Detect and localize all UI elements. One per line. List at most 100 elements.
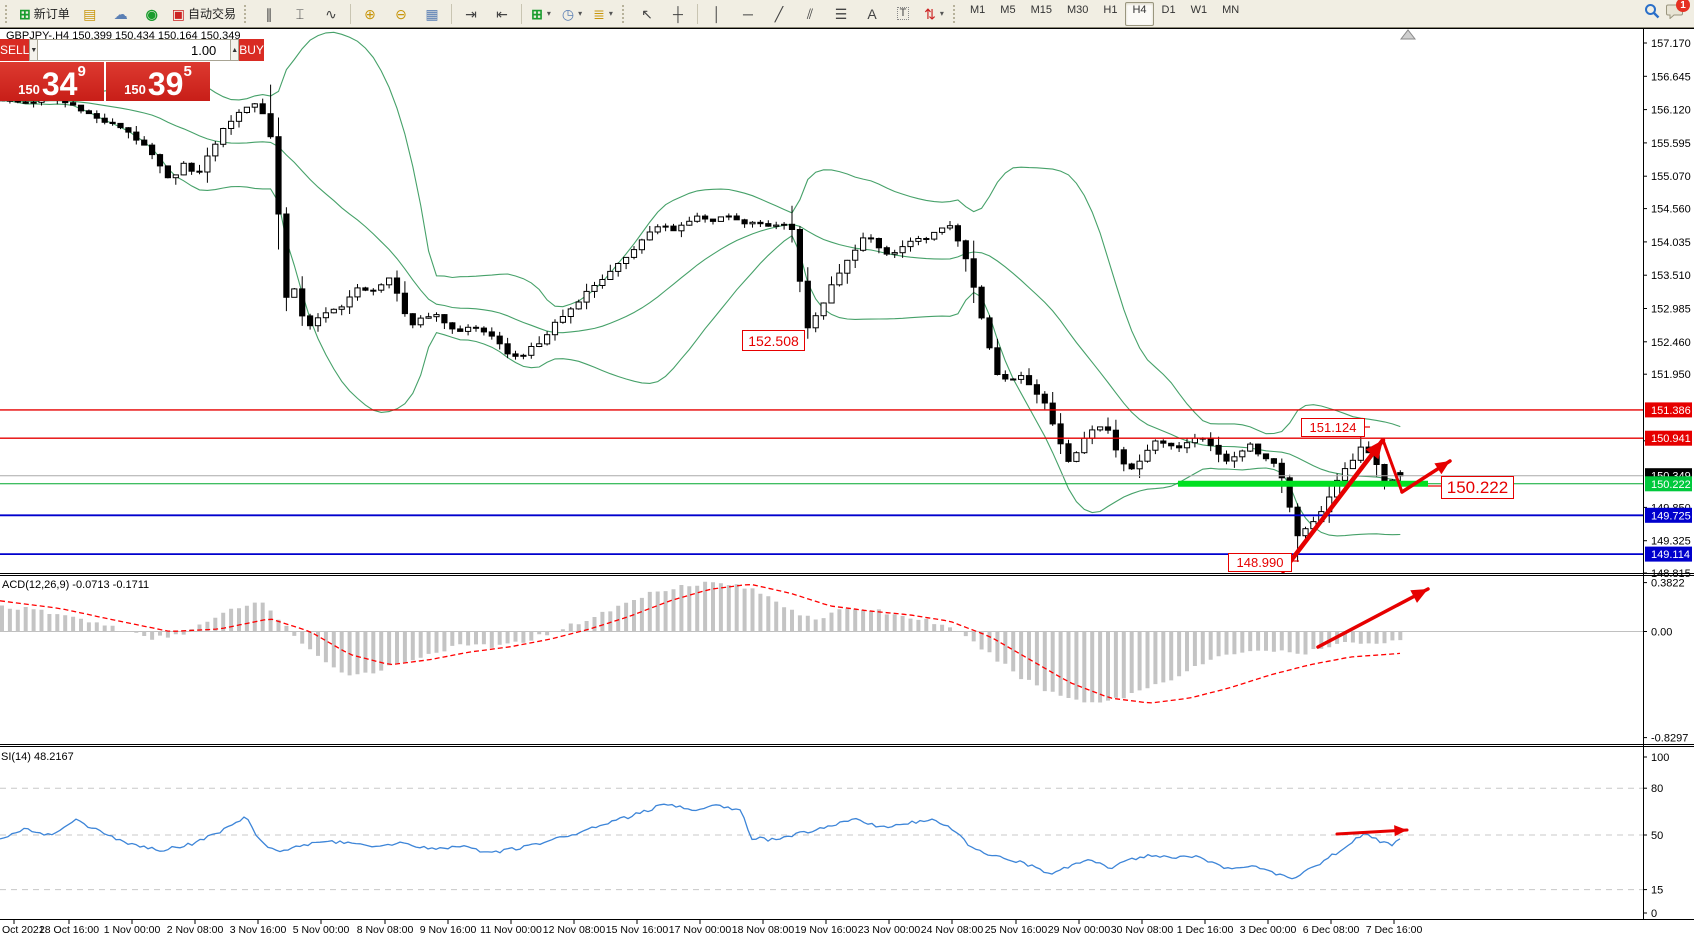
buy-button[interactable]: BUY — [239, 39, 264, 61]
svg-text:3 Dec 00:00: 3 Dec 00:00 — [1240, 924, 1297, 936]
main-toolbar: ⊞ 新订单 ▤ ☁ ◉ ▣ 自动交易 ∥ ⌶ ∿ ⊕ ⊖ ▦ ⇥ ⇤ ⊞ ▾ ◷ ▾… — [0, 0, 1694, 28]
trend-arrow — [1381, 438, 1404, 494]
autotrade-icon: ▣ — [171, 5, 185, 22]
tile-windows-button[interactable]: ▦ — [417, 2, 447, 26]
notifications-button[interactable]: 1 — [1666, 0, 1690, 24]
channel-tool-button[interactable]: ⫽ — [795, 2, 825, 26]
book-icon: ▤ — [83, 5, 97, 22]
main-price-panel — [0, 31, 1643, 573]
tf-m1-button[interactable]: M1 — [970, 3, 986, 16]
tile-windows-icon: ▦ — [425, 5, 439, 22]
svg-text:50: 50 — [1651, 830, 1663, 842]
zoom-out-icon: ⊖ — [395, 5, 407, 22]
svg-text:150.941: 150.941 — [1651, 433, 1691, 445]
svg-text:149.725: 149.725 — [1651, 510, 1691, 522]
signal-icon: ◉ — [145, 5, 158, 22]
buy-price-box[interactable]: 150 39 5 — [106, 62, 210, 101]
zoom-out-button[interactable]: ⊖ — [386, 2, 416, 26]
periods-button[interactable]: ◷ ▾ — [561, 5, 583, 22]
arrows-icon: ⇅ — [924, 5, 936, 22]
macd-signal-line — [0, 583, 1401, 704]
history-center-button[interactable]: ▤ — [75, 2, 105, 26]
fibonacci-tool-button[interactable]: ☰ — [826, 2, 856, 26]
price-annotation-148990[interactable]: 148.990 — [1228, 553, 1292, 572]
volume-decrease-button[interactable]: ▼ — [29, 39, 39, 61]
chart-shift-marker — [1399, 29, 1417, 40]
auto-scroll-icon: ⇥ — [465, 5, 477, 22]
vline-tool-button[interactable]: │ — [702, 2, 732, 26]
svg-text:151.386: 151.386 — [1651, 405, 1691, 417]
trendline-tool-button[interactable]: ╱ — [764, 2, 794, 26]
cursor-tool-button[interactable]: ↖ — [632, 2, 662, 26]
label-tool-button[interactable]: T — [888, 2, 918, 26]
svg-text:9 Nov 16:00: 9 Nov 16:00 — [420, 924, 477, 936]
svg-text:155.595: 155.595 — [1651, 138, 1691, 150]
market-watch-button[interactable]: ◉ — [137, 2, 167, 26]
auto-scroll-button[interactable]: ⇥ — [456, 2, 486, 26]
svg-text:2 Nov 08:00: 2 Nov 08:00 — [167, 924, 224, 936]
bar-chart-button[interactable]: ∥ — [254, 2, 284, 26]
macd-trend-arrow — [1316, 587, 1430, 649]
candlestick-button[interactable]: ⌶ — [285, 2, 315, 26]
macd-header: ACD(12,26,9) -0.0713 -0.1711 — [2, 579, 150, 591]
macd-axis: 0.3822 0.00 -0.8297 — [1643, 578, 1688, 745]
new-order-button[interactable]: ⊞ 新订单 — [19, 5, 70, 22]
arrows-tool-button[interactable]: ⇅ ▾ — [924, 5, 944, 22]
line-chart-button[interactable]: ∿ — [316, 2, 346, 26]
svg-text:19 Nov 16:00: 19 Nov 16:00 — [795, 924, 858, 936]
toolbar-grip[interactable] — [622, 4, 628, 23]
svg-text:149.325: 149.325 — [1651, 536, 1691, 548]
tf-m30-button[interactable]: M30 — [1066, 3, 1089, 16]
svg-text:151.950: 151.950 — [1651, 369, 1691, 381]
price-annotation-150222[interactable]: 150.222 — [1441, 476, 1514, 499]
toolbar-grip[interactable] — [953, 4, 959, 23]
zoom-in-button[interactable]: ⊕ — [355, 2, 385, 26]
tf-m5-button[interactable]: M5 — [1000, 3, 1016, 16]
svg-text:150.222: 150.222 — [1651, 479, 1691, 491]
svg-text:156.645: 156.645 — [1651, 71, 1691, 83]
volume-input[interactable] — [38, 39, 231, 61]
svg-text:12 Nov 08:00: 12 Nov 08:00 — [543, 924, 606, 936]
tf-w1-button[interactable]: W1 — [1190, 3, 1208, 16]
tf-h4-button[interactable]: H4 — [1125, 1, 1154, 26]
crosshair-tool-button[interactable]: ┼ — [663, 2, 693, 26]
horizontal-line-icon: ─ — [743, 5, 753, 22]
autotrade-button[interactable]: ▣ 自动交易 — [171, 5, 236, 22]
svg-text:153.510: 153.510 — [1651, 270, 1691, 282]
tf-mn-button[interactable]: MN — [1222, 3, 1240, 16]
tf-h1-button[interactable]: H1 — [1103, 3, 1118, 16]
svg-text:80: 80 — [1651, 783, 1663, 795]
sell-button[interactable]: SELL — [0, 39, 30, 61]
tf-m15-button[interactable]: M15 — [1030, 3, 1052, 16]
text-tool-button[interactable]: A — [857, 2, 887, 26]
toolbar-grip[interactable] — [5, 4, 11, 23]
bollinger-upper-band — [1, 31, 1401, 435]
svg-text:0.00: 0.00 — [1651, 627, 1672, 639]
svg-text:7 Dec 16:00: 7 Dec 16:00 — [1366, 924, 1423, 936]
svg-text:152.985: 152.985 — [1651, 304, 1691, 316]
price-axis: 157.170 156.645 156.120 155.595 155.070 154.5… — [1643, 38, 1692, 580]
indicators-button[interactable]: ⊞ ▾ — [531, 5, 551, 22]
toolbar-grip[interactable] — [244, 4, 250, 23]
svg-text:100: 100 — [1651, 752, 1669, 764]
templates-button[interactable]: ≣ ▾ — [593, 5, 613, 22]
sell-price-box[interactable]: 150 34 9 — [0, 62, 104, 101]
template-icon: ≣ — [593, 5, 605, 22]
search-icon[interactable] — [1644, 3, 1660, 24]
hline-tool-button[interactable]: ─ — [733, 2, 763, 26]
svg-text:3 Nov 16:00: 3 Nov 16:00 — [230, 924, 287, 936]
tf-d1-button[interactable]: D1 — [1161, 3, 1176, 16]
profile-icon: ☁ — [113, 5, 128, 22]
candles-icon: ⌶ — [295, 5, 305, 22]
channel-icon: ⫽ — [806, 5, 814, 22]
rsi-header: SI(14) 48.2167 — [1, 751, 74, 763]
chart-shift-button[interactable]: ⇤ — [487, 2, 517, 26]
price-annotation-152508[interactable]: 152.508 — [742, 330, 805, 351]
volume-increase-button[interactable]: ▲ — [230, 39, 240, 61]
profiles-button[interactable]: ☁ — [106, 2, 136, 26]
svg-text:Oct 2021: Oct 2021 — [2, 924, 45, 936]
price-annotation-151124[interactable]: 151.124 — [1301, 418, 1365, 437]
